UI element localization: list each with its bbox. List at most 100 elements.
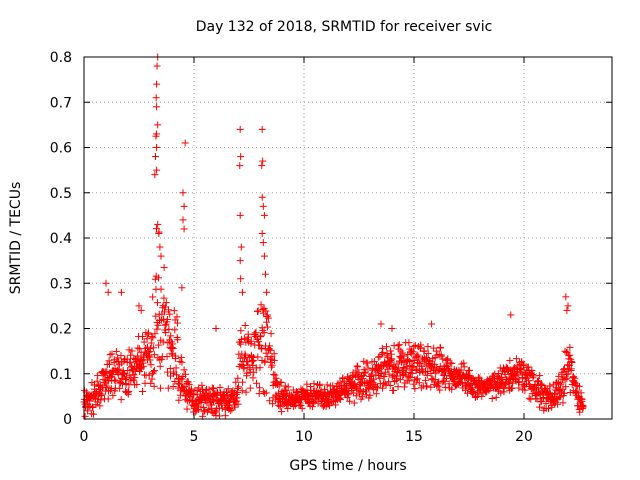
data-point	[147, 379, 155, 387]
data-point	[149, 368, 157, 376]
data-point	[437, 352, 445, 360]
data-point	[160, 264, 168, 272]
data-point	[240, 365, 248, 373]
data-point	[257, 333, 265, 341]
data-point	[281, 382, 289, 390]
data-point	[383, 352, 391, 360]
data-point	[428, 375, 436, 383]
data-point	[562, 293, 570, 301]
data-point	[89, 410, 97, 418]
data-point	[156, 243, 164, 251]
data-point	[561, 365, 569, 373]
data-point	[152, 312, 160, 320]
data-point	[178, 358, 186, 366]
data-point	[314, 399, 322, 407]
data-point	[153, 144, 161, 151]
data-point	[96, 402, 104, 410]
data-point	[176, 380, 184, 388]
data-point	[177, 353, 185, 361]
data-point	[172, 364, 180, 372]
data-point	[139, 359, 147, 367]
data-point	[139, 387, 147, 395]
data-point	[498, 373, 506, 381]
data-points	[80, 53, 587, 420]
data-point	[246, 384, 254, 392]
data-point	[166, 365, 174, 373]
y-tick-label: 0.5	[50, 186, 72, 202]
data-point	[270, 356, 278, 364]
data-point	[407, 373, 415, 381]
data-point	[234, 374, 242, 382]
data-point	[411, 341, 419, 349]
data-point	[215, 412, 223, 420]
x-tick-label: 10	[295, 429, 313, 445]
data-point	[106, 360, 114, 368]
data-point	[446, 359, 454, 367]
data-point	[562, 383, 570, 391]
data-point	[443, 363, 451, 371]
data-point	[507, 311, 515, 319]
data-point	[211, 408, 219, 416]
data-point	[250, 368, 258, 376]
data-point	[236, 125, 244, 133]
data-point	[572, 388, 580, 396]
data-point	[400, 363, 408, 371]
y-tick-label: 0.7	[50, 95, 72, 111]
data-point	[160, 294, 168, 302]
data-point	[262, 307, 270, 315]
data-point	[128, 347, 136, 355]
data-point	[153, 62, 161, 70]
data-point	[258, 229, 266, 237]
data-point	[154, 274, 162, 282]
data-point	[258, 162, 266, 170]
data-point	[234, 384, 242, 392]
data-point	[352, 392, 360, 400]
data-point	[431, 360, 439, 368]
data-point	[336, 396, 344, 404]
data-point	[576, 408, 584, 416]
data-point	[563, 375, 571, 383]
data-point	[424, 343, 432, 351]
data-point	[536, 372, 544, 380]
data-point	[98, 390, 106, 398]
data-point	[198, 381, 206, 389]
data-point	[254, 353, 262, 361]
data-point	[536, 403, 544, 411]
data-point	[146, 345, 154, 353]
data-point	[218, 404, 226, 412]
data-point	[157, 285, 165, 293]
data-point	[405, 377, 413, 385]
data-point	[525, 377, 533, 385]
data-point	[563, 306, 571, 314]
data-point	[94, 372, 102, 380]
data-point	[527, 395, 535, 403]
data-point	[415, 379, 423, 387]
data-point	[411, 385, 419, 393]
data-point	[404, 356, 412, 364]
data-point	[117, 396, 125, 404]
data-point	[323, 381, 331, 389]
data-point	[147, 339, 155, 347]
data-point	[104, 395, 112, 403]
chart-title: Day 132 of 2018, SRMTID for receiver svi…	[196, 19, 493, 35]
data-point	[384, 353, 392, 361]
data-point	[321, 385, 329, 393]
data-point	[350, 399, 358, 407]
data-point	[379, 384, 387, 392]
data-point	[537, 397, 545, 405]
data-point	[106, 351, 114, 359]
data-point	[383, 343, 391, 351]
x-tick-label: 20	[515, 429, 533, 445]
data-point	[361, 369, 369, 377]
data-point	[492, 393, 500, 401]
data-point	[103, 382, 111, 390]
data-point	[171, 377, 179, 385]
data-point	[146, 356, 154, 364]
data-point	[147, 361, 155, 369]
data-point	[497, 389, 505, 397]
data-point	[164, 384, 172, 392]
data-point	[355, 368, 363, 376]
data-point	[566, 351, 574, 359]
data-point	[270, 370, 278, 378]
